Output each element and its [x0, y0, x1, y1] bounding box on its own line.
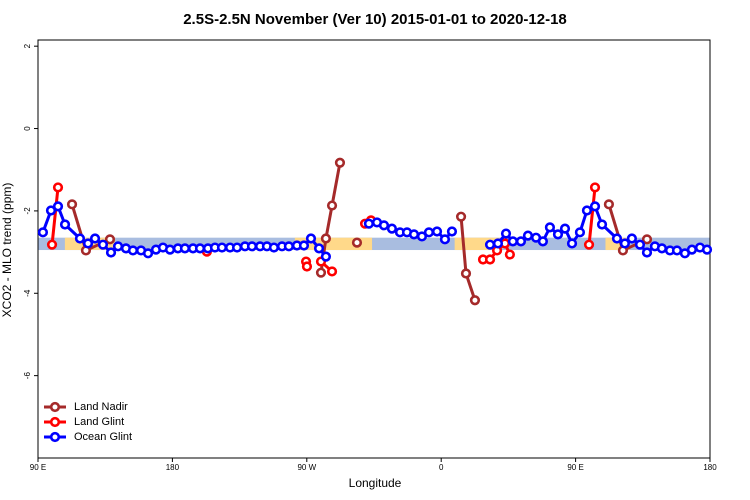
data-point — [305, 233, 317, 244]
data-point — [469, 295, 481, 306]
data-point — [552, 229, 564, 240]
y-axis-label: XCO2 - MLO trend (ppm) — [0, 183, 14, 318]
data-point — [326, 200, 338, 211]
data-point — [142, 248, 154, 259]
data-point — [66, 199, 78, 210]
data-point — [46, 239, 58, 250]
data-point — [507, 236, 518, 247]
data-point — [626, 233, 637, 244]
data-point — [334, 157, 346, 168]
data-point — [127, 245, 139, 256]
data-point — [446, 226, 458, 237]
data-point — [82, 238, 94, 249]
data-point — [431, 226, 443, 237]
x-tick-label: 90 E — [30, 463, 46, 472]
chart-title: 2.5S-2.5N November (Ver 10) 2015-01-01 t… — [183, 11, 567, 28]
data-point — [634, 239, 646, 250]
data-point — [566, 238, 578, 249]
data-point — [105, 247, 117, 258]
data-point — [544, 222, 556, 233]
data-point — [581, 205, 593, 216]
data-point — [537, 236, 548, 247]
data-point — [416, 231, 428, 242]
y-tick-label: 2 — [23, 43, 32, 48]
legend-label: Land Glint — [74, 416, 124, 428]
data-point — [45, 205, 57, 216]
y-tick-label: -2 — [23, 207, 32, 215]
data-point — [231, 242, 243, 253]
data-point — [500, 228, 512, 239]
data-point — [104, 234, 116, 245]
x-tick-label: 90 E — [567, 463, 583, 472]
data-point — [194, 243, 206, 254]
x-tick-label: 90 W — [297, 463, 316, 472]
data-point — [574, 227, 586, 238]
x-tick-label: 180 — [703, 463, 717, 472]
data-point — [611, 233, 623, 244]
data-point — [216, 242, 228, 253]
data-point — [589, 182, 601, 193]
data-point — [378, 220, 390, 231]
x-axis-label: Longitude — [349, 476, 402, 490]
data-point — [641, 247, 653, 258]
data-point — [619, 238, 630, 249]
legend-label: Land Nadir — [74, 401, 128, 413]
data-point — [583, 239, 595, 250]
data-point — [326, 266, 338, 277]
data-point — [408, 229, 420, 240]
x-tick-label: 0 — [439, 463, 444, 472]
y-tick-label: -6 — [23, 372, 32, 380]
data-point — [641, 234, 653, 245]
data-point — [439, 234, 451, 245]
data-point — [89, 233, 101, 244]
data-point — [504, 249, 515, 260]
data-point — [589, 201, 601, 212]
data-point — [315, 267, 327, 278]
data-point — [603, 199, 615, 210]
legend-marker — [49, 431, 61, 443]
data-point — [423, 227, 435, 238]
data-point — [559, 223, 571, 234]
data-point — [484, 239, 496, 250]
data-point — [596, 219, 608, 230]
x-tick-label: 180 — [166, 463, 180, 472]
y-tick-label: 0 — [23, 126, 32, 131]
data-point — [320, 233, 332, 244]
data-point — [313, 243, 325, 254]
data-point — [283, 241, 294, 252]
data-point — [686, 244, 698, 255]
data-point — [179, 243, 191, 254]
data-point — [37, 227, 49, 238]
legend-label: Ocean Glint — [74, 431, 132, 443]
data-point — [460, 268, 472, 279]
data-point — [268, 242, 280, 253]
data-point — [656, 243, 668, 254]
legend-marker — [49, 401, 61, 413]
data-point — [484, 254, 496, 265]
data-point — [515, 236, 527, 247]
data-point — [97, 239, 109, 250]
data-point — [112, 241, 124, 252]
data-point — [320, 251, 332, 262]
data-point — [351, 237, 363, 248]
data-point — [52, 201, 64, 212]
data-point — [455, 211, 467, 222]
data-point — [74, 233, 86, 244]
data-point — [386, 223, 398, 234]
data-point — [671, 245, 683, 256]
data-point — [363, 218, 375, 229]
legend-marker — [49, 416, 61, 428]
data-point — [492, 238, 504, 249]
data-point — [701, 244, 713, 255]
y-tick-label: -4 — [23, 289, 32, 297]
data-point — [246, 241, 258, 252]
data-point — [164, 244, 176, 255]
data-point — [298, 240, 310, 251]
data-point — [522, 230, 534, 241]
data-point — [59, 219, 71, 230]
data-point — [301, 261, 313, 272]
data-point — [52, 182, 64, 193]
